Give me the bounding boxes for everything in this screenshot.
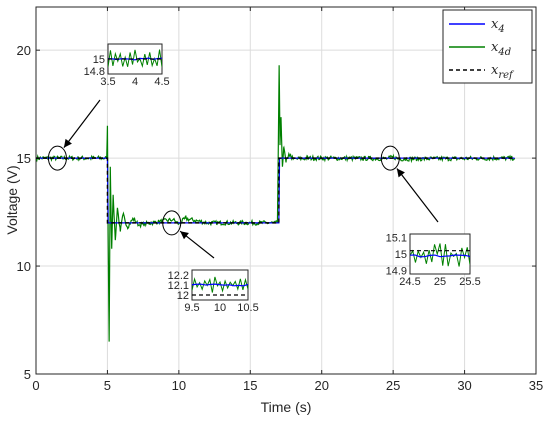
- legend-label: xref: [491, 63, 515, 81]
- x-tick-label: 25: [386, 378, 400, 393]
- inset-x-tick-label: 10.5: [237, 302, 258, 314]
- inset-y-tick-label: 15: [93, 54, 105, 66]
- inset-x-tick-label: 9.5: [184, 302, 199, 314]
- inset-y-tick-label: 12.1: [168, 280, 189, 292]
- zoom-inset: 24.5 25 25.5 15.1 15 14.9: [386, 232, 481, 288]
- annotation-arrowhead: [180, 231, 189, 240]
- legend-label: x4d: [491, 40, 511, 58]
- inset-y-tick-label: 14.9: [386, 266, 407, 278]
- inset-y-tick-label: 15.1: [386, 232, 407, 244]
- legend-label: x4: [491, 17, 505, 35]
- x-tick-label: 30: [457, 378, 471, 393]
- legend: x4 x4d xref: [442, 9, 533, 84]
- x-tick-label: 35: [529, 378, 543, 393]
- inset-series-x4: [410, 254, 470, 258]
- x-tick-label: 10: [172, 378, 186, 393]
- zoom-inset: 3.5 4 4.5 14.815: [84, 43, 170, 88]
- y-tick-label: 20: [17, 43, 31, 58]
- annotation-arrow: [396, 168, 439, 223]
- inset-x-tick-label: 24.5: [399, 276, 420, 288]
- inset-x-tick-label: 10: [214, 302, 226, 314]
- inset-y-tick-label: 12.2: [168, 270, 189, 282]
- x-tick-label: 5: [104, 378, 111, 393]
- inset-x-tick-label: 3.5: [100, 76, 115, 88]
- inset-y-tick-label: 14.8: [84, 66, 105, 78]
- y-tick-label: 15: [17, 151, 31, 166]
- inset-x-tick-label: 4: [132, 76, 138, 88]
- inset-frame: [409, 233, 471, 275]
- inset-y-tick-label: 15: [395, 249, 407, 261]
- annotation-ellipse: [380, 145, 400, 171]
- annotation-arrowhead: [396, 168, 405, 178]
- annotation-arrowhead: [63, 138, 72, 148]
- annotation-arrow: [63, 99, 101, 148]
- inset-series-x4d: [410, 243, 470, 267]
- y-axis-title: Voltage (V): [4, 165, 20, 234]
- y-tick-label: 5: [24, 367, 31, 382]
- annotation-ellipse: [162, 210, 182, 236]
- y-tick-label: 10: [17, 259, 31, 274]
- axes-frame: [35, 6, 537, 375]
- annotation-ellipse: [47, 145, 67, 171]
- inset-y-tick-label: 12: [177, 290, 189, 302]
- inset-x-tick-label: 25.5: [459, 276, 480, 288]
- zoom-inset: 9.5 10 10.5 12.212.112: [168, 269, 259, 314]
- x-tick-label: 15: [243, 378, 257, 393]
- series-line-xref: [36, 157, 515, 224]
- x-axis-title: Time (s): [261, 399, 312, 415]
- inset-x-tick-label: 25: [434, 276, 446, 288]
- x-tick-label: 20: [314, 378, 328, 393]
- x-tick-label: 0: [32, 378, 39, 393]
- inset-series-x4: [192, 283, 248, 287]
- inset-x-tick-label: 4.5: [154, 76, 169, 88]
